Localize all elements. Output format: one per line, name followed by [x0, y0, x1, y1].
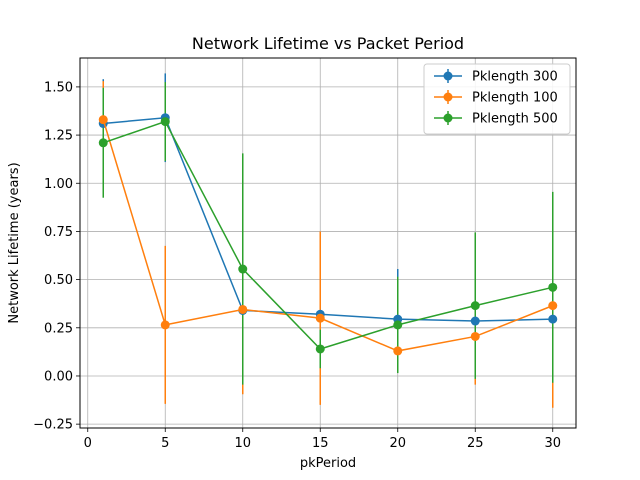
- x-tick-label: 5: [161, 436, 169, 451]
- series-pklength-500-point: [238, 264, 248, 274]
- legend-box: [423, 63, 571, 135]
- y-tick-label: 1.50: [44, 80, 73, 95]
- series-pklength-500-point: [315, 344, 325, 354]
- series-pklength-300-point: [548, 314, 558, 324]
- series-pklength-500-point: [393, 320, 403, 330]
- series-pklength-500-point: [548, 282, 558, 292]
- series-pklength-300-point: [470, 316, 480, 326]
- grid: [80, 58, 576, 428]
- series-pklength-100-point: [393, 346, 403, 356]
- x-axis-label: pkPeriod: [300, 456, 356, 471]
- chart-title: Network Lifetime vs Packet Period: [192, 34, 464, 53]
- y-tick-label: 0.25: [44, 321, 73, 336]
- legend-marker: [443, 71, 453, 81]
- legend-label: Pklength 500: [472, 112, 558, 127]
- x-tick-label: 30: [544, 436, 561, 451]
- y-axis-label: Network Lifetime (years): [7, 162, 22, 323]
- series-pklength-100-point: [238, 304, 248, 314]
- axis-ticks: 0 5 10 15 20 25 30 −0.25 0.00 0.25 0.50 0.75 1.00 1.2…: [33, 80, 561, 451]
- series-pklength-500-point: [160, 117, 170, 127]
- y-tick-label: 0.00: [44, 369, 73, 384]
- x-tick-label: 10: [234, 436, 251, 451]
- series-pklength-100-point: [548, 301, 558, 311]
- y-tick-label: 0.75: [44, 225, 73, 240]
- x-tick-label: 15: [312, 436, 329, 451]
- y-tick-label: 1.00: [44, 177, 73, 192]
- x-tick-label: 0: [84, 436, 92, 451]
- legend-label: Pklength 300: [472, 70, 558, 85]
- series-pklength-100-point: [98, 115, 108, 125]
- x-tick-label: 25: [467, 436, 484, 451]
- series-pklength-500-point: [98, 138, 108, 148]
- y-tick-label: 0.50: [44, 273, 73, 288]
- y-tick-label: 1.25: [44, 129, 73, 144]
- series-pklength-500-point: [470, 301, 480, 311]
- legend-label: Pklength 100: [472, 91, 558, 106]
- legend: Pklength 300 Pklength 100 Pklength 500: [423, 63, 571, 135]
- series-pklength-100-point: [160, 320, 170, 330]
- plot-frame: [79, 57, 577, 429]
- y-tick-label: −0.25: [33, 418, 73, 433]
- legend-marker: [443, 113, 453, 123]
- series-pklength-100-point: [470, 331, 480, 341]
- series-pklength-100-point: [315, 313, 325, 323]
- legend-marker: [443, 92, 453, 102]
- series-lines: [98, 113, 558, 356]
- x-tick-label: 20: [389, 436, 406, 451]
